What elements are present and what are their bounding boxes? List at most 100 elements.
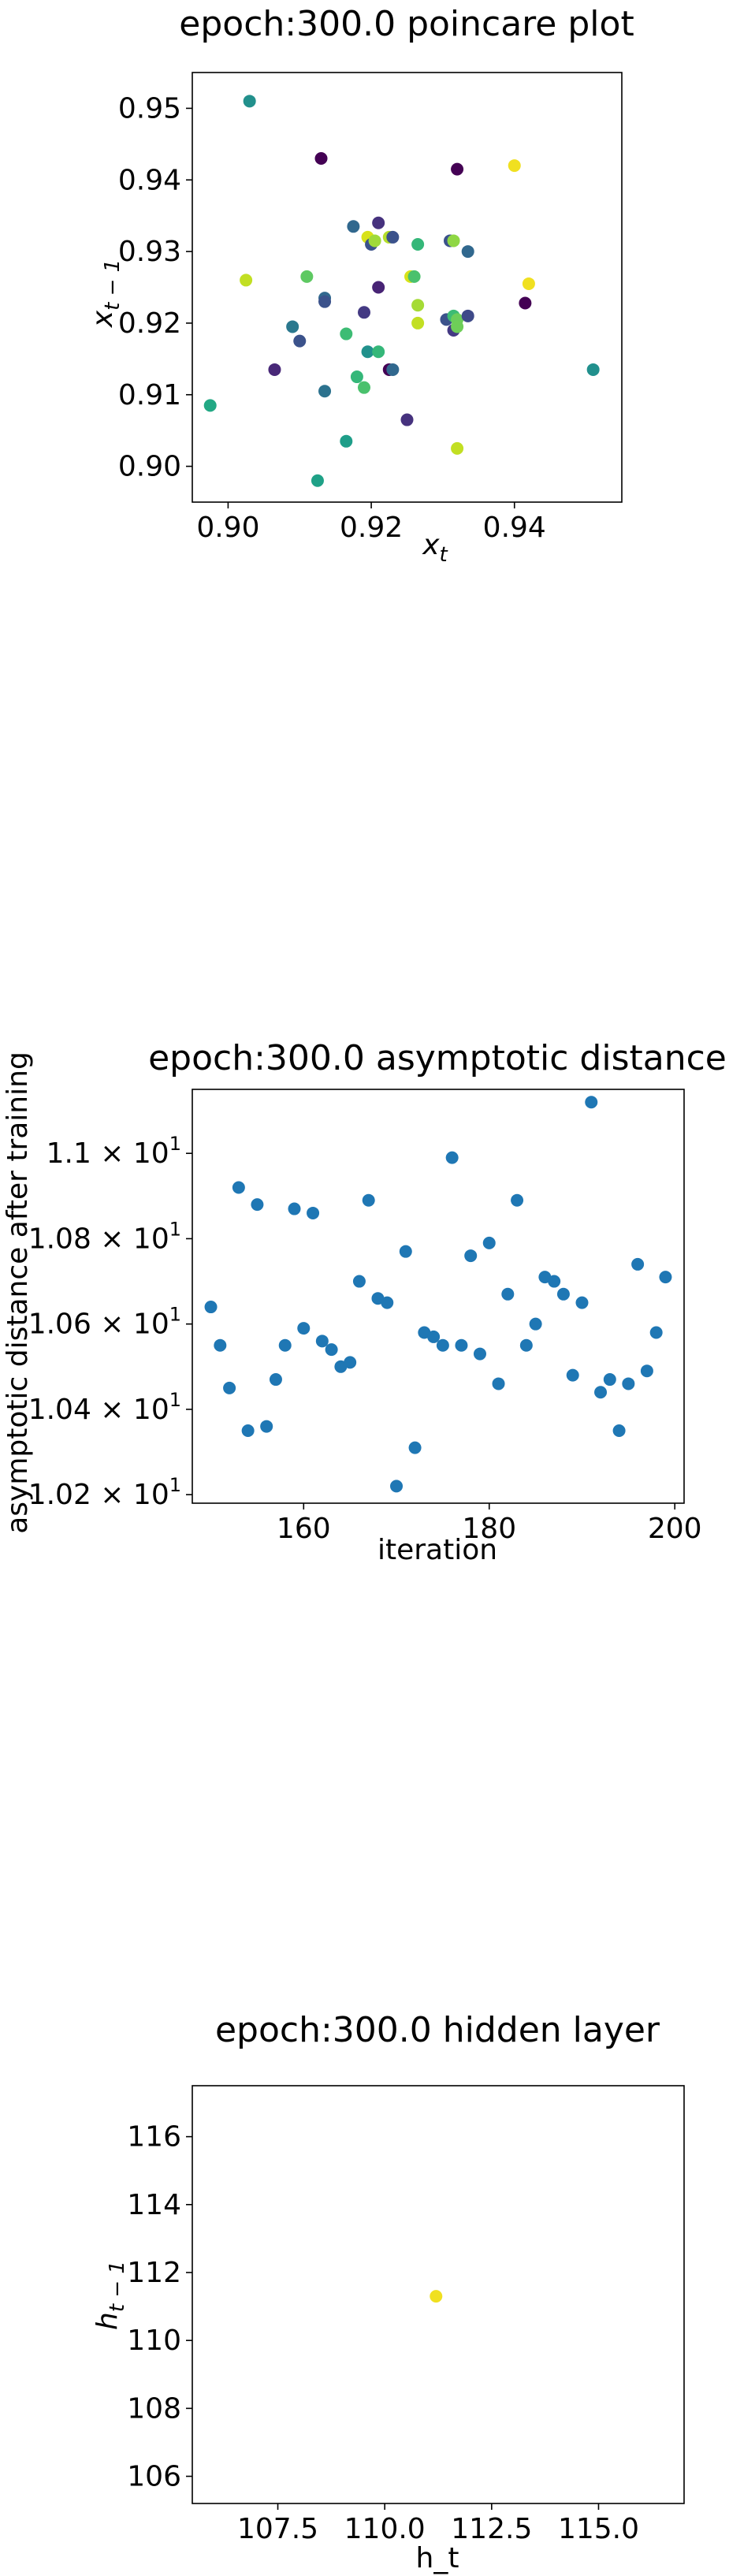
y-tick-label: 0.92 xyxy=(118,307,181,340)
y-tick-label: 1.06 × 101 xyxy=(28,1304,181,1341)
poincare-plot: epoch:300.0 poincare plot 0.90 0.92 0.94 0… xyxy=(87,4,634,567)
data-point xyxy=(307,1206,320,1219)
data-point xyxy=(519,296,532,310)
data-point xyxy=(344,1356,357,1369)
data-point xyxy=(390,1480,404,1493)
data-point xyxy=(386,363,400,376)
data-point xyxy=(556,1287,570,1301)
asymptotic-points xyxy=(204,1096,672,1493)
data-point xyxy=(293,334,307,348)
data-point xyxy=(340,434,353,448)
data-point xyxy=(268,363,281,376)
x-tick-label: 115.0 xyxy=(558,2513,639,2545)
y-tick-label: 106 xyxy=(127,2461,181,2493)
data-point xyxy=(240,274,253,287)
data-point xyxy=(640,1364,653,1378)
data-point xyxy=(436,1338,449,1352)
data-point xyxy=(311,474,324,487)
data-point xyxy=(622,1377,635,1390)
data-point xyxy=(286,320,299,333)
y-tick-label: 0.95 xyxy=(118,92,181,125)
data-point xyxy=(659,1271,672,1284)
data-point xyxy=(251,1198,264,1212)
asymptotic-title: epoch:300.0 asymptotic distance xyxy=(148,1038,727,1078)
data-point xyxy=(586,363,600,376)
data-point xyxy=(411,299,425,312)
x-tick-label: 107.5 xyxy=(237,2513,318,2545)
data-point xyxy=(203,399,217,412)
asymptotic-y-ticks: 1.02 × 101 1.04 × 101 1.06 × 101 1.08 × 101… xyxy=(28,1133,192,1511)
y-tick-label: 0.93 xyxy=(118,236,181,268)
data-point xyxy=(340,327,353,341)
data-point xyxy=(631,1257,645,1271)
asymptotic-ylabel: asymptotic distance after training xyxy=(2,1052,34,1534)
poincare-points xyxy=(203,95,600,487)
poincare-title: epoch:300.0 poincare plot xyxy=(179,4,634,44)
asymptotic-x-ticks: 160 180 200 xyxy=(277,1503,702,1545)
y-tick-label: 110 xyxy=(127,2325,181,2357)
data-point xyxy=(358,381,370,394)
x-tick-label: 160 xyxy=(277,1513,331,1545)
y-tick-label: 0.90 xyxy=(118,451,181,483)
data-point xyxy=(407,270,421,283)
data-point xyxy=(368,234,381,248)
hidden-layer-title: epoch:300.0 hidden layer xyxy=(215,2010,660,2050)
y-tick-label: 116 xyxy=(127,2121,181,2153)
data-point xyxy=(297,1322,311,1335)
poincare-xlabel: xt xyxy=(422,529,448,567)
hidden-layer-x-ticks: 107.5 110.0 112.5 115.0 xyxy=(237,2503,639,2545)
data-point xyxy=(501,1287,515,1301)
data-point xyxy=(278,1338,292,1352)
data-point xyxy=(461,309,474,322)
data-point xyxy=(325,1343,338,1357)
data-point xyxy=(362,1193,375,1207)
data-point xyxy=(399,1245,412,1258)
data-point xyxy=(408,1441,422,1454)
data-point xyxy=(400,413,414,426)
data-point xyxy=(451,441,464,455)
y-tick-label: 108 xyxy=(127,2392,181,2425)
poincare-x-ticks: 0.90 0.92 0.94 xyxy=(196,502,546,544)
data-point xyxy=(464,1249,478,1263)
data-point xyxy=(243,95,256,108)
y-tick-label: 1.08 × 101 xyxy=(28,1218,181,1255)
data-point xyxy=(585,1096,598,1109)
data-point xyxy=(347,220,360,233)
y-tick-label: 1.04 × 101 xyxy=(28,1389,181,1426)
data-point xyxy=(232,1181,245,1194)
hidden-layer-y-ticks: 106 108 110 112 114 116 xyxy=(127,2121,192,2493)
asymptotic-xlabel: iteration xyxy=(378,1534,497,1566)
data-point xyxy=(223,1381,236,1394)
data-point xyxy=(381,1296,394,1309)
poincare-plot-area xyxy=(192,72,623,503)
data-point xyxy=(241,1424,255,1437)
x-tick-label: 180 xyxy=(462,1513,516,1545)
data-point xyxy=(482,1236,496,1249)
asymptotic-plot-area xyxy=(192,1089,685,1504)
data-point xyxy=(455,1338,468,1352)
hidden-layer-points xyxy=(430,2290,443,2303)
y-tick-label: 1.02 × 101 xyxy=(28,1474,181,1511)
data-point xyxy=(548,1275,561,1288)
data-point xyxy=(473,1347,486,1361)
x-tick-label: 0.94 xyxy=(483,512,546,544)
data-point xyxy=(451,320,464,333)
data-point xyxy=(260,1420,273,1433)
data-point xyxy=(288,1202,301,1215)
data-point xyxy=(603,1373,616,1387)
data-point xyxy=(300,270,314,283)
y-tick-label: 0.94 xyxy=(118,164,181,196)
hidden-layer-ylabel: ht − 1 xyxy=(91,2261,129,2330)
data-point xyxy=(492,1377,505,1390)
data-point xyxy=(566,1368,579,1382)
data-point xyxy=(649,1326,663,1339)
data-point xyxy=(372,281,385,294)
poincare-y-ticks: 0.90 0.91 0.92 0.93 0.94 0.95 xyxy=(118,92,192,483)
data-point xyxy=(612,1424,626,1437)
data-point xyxy=(529,1317,542,1331)
data-point xyxy=(318,385,332,398)
data-point xyxy=(204,1301,218,1314)
data-point xyxy=(358,306,370,319)
hidden-layer-plot: epoch:300.0 hidden layer 107.5 110.0 112.5… xyxy=(91,2010,685,2574)
